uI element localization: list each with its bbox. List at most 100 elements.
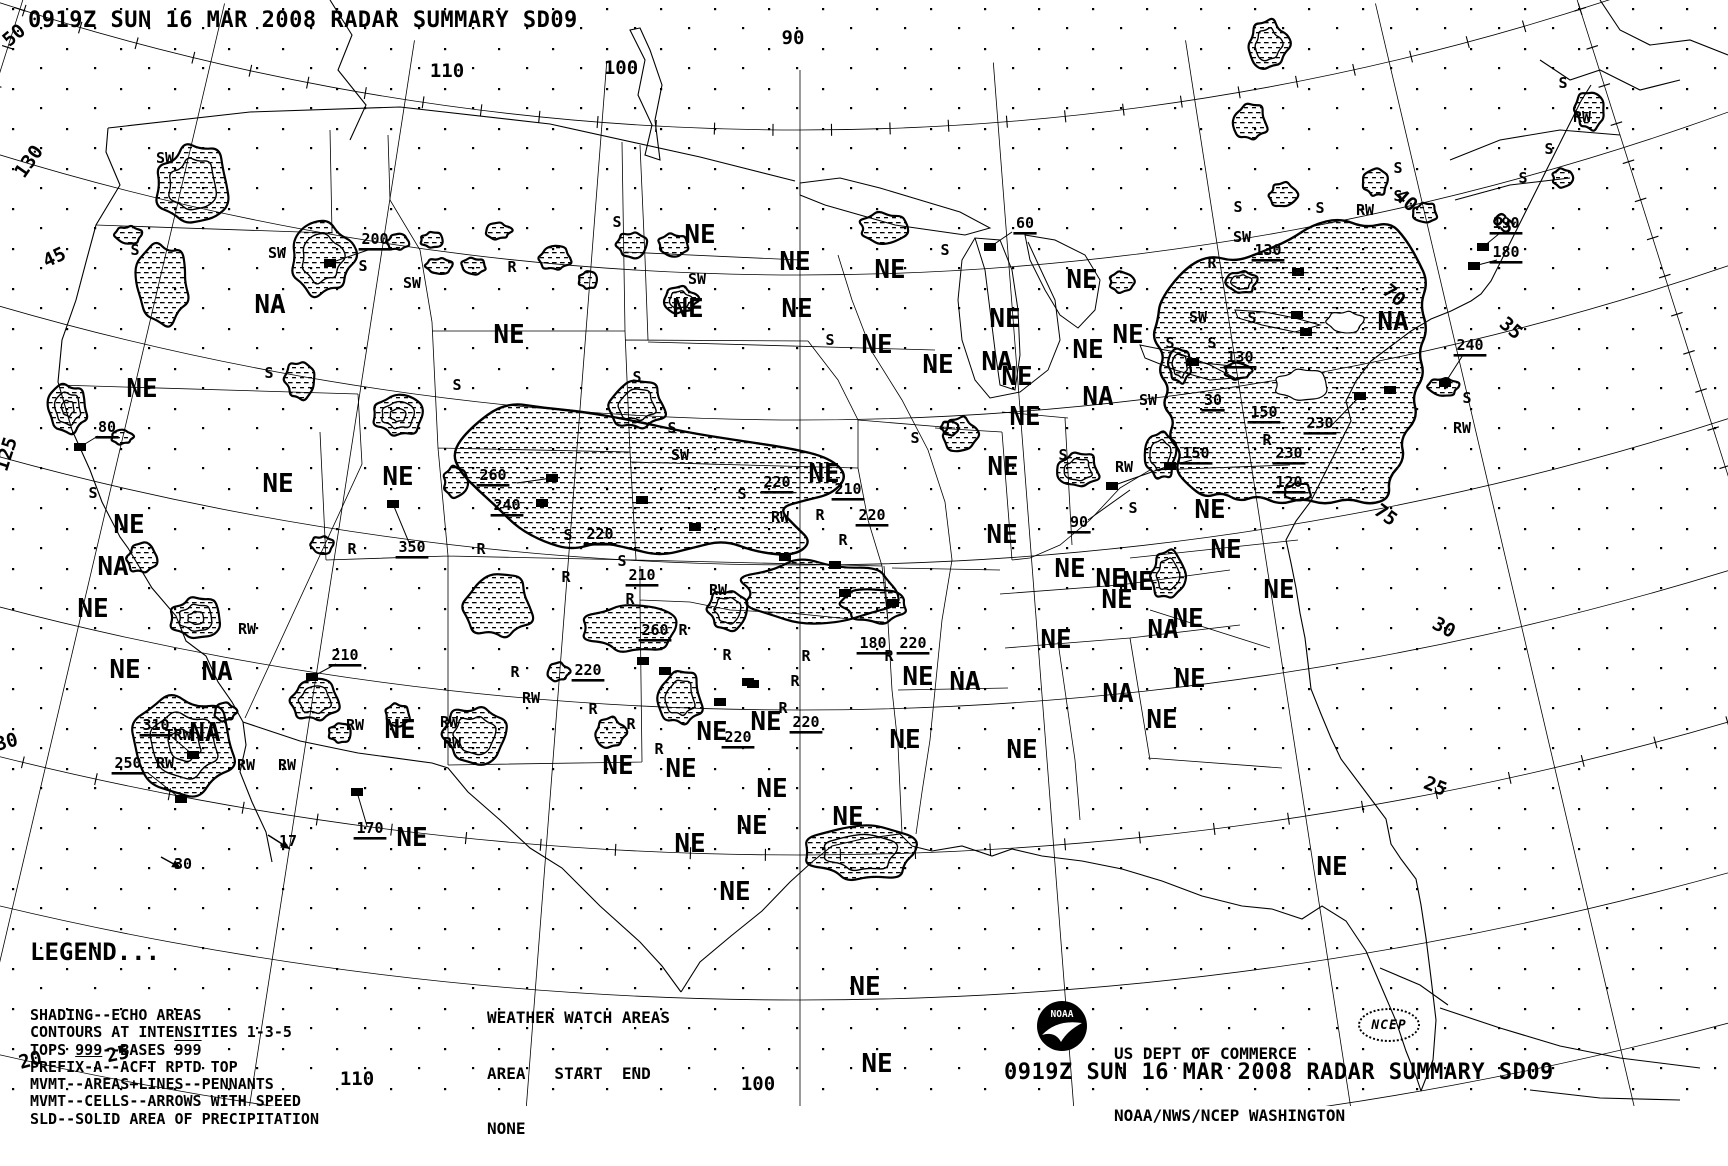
- precip-type-label: S: [88, 484, 97, 502]
- precip-type-label: RW: [771, 508, 790, 526]
- coverage-label: NE: [684, 220, 715, 250]
- precip-type-label: R: [625, 590, 635, 608]
- coverage-label: NE: [756, 774, 787, 804]
- sld-marker: [829, 561, 841, 569]
- precip-type-label: RW: [1115, 458, 1134, 476]
- graticule-tick: [948, 120, 949, 132]
- grid-coordinate-label: 110: [340, 1068, 374, 1090]
- precip-type-label: S: [1128, 499, 1137, 517]
- coverage-label: NE: [1054, 554, 1085, 584]
- watch-heading: WEATHER WATCH AREAS: [487, 1009, 670, 1027]
- sld-marker: [1164, 462, 1176, 470]
- tops-underline: [856, 524, 889, 527]
- sld-marker: [1468, 262, 1480, 270]
- tops-underline: [1201, 409, 1224, 412]
- coverage-label: NE: [1194, 495, 1225, 525]
- precip-type-label: R: [654, 740, 664, 758]
- precip-type-label: S: [1233, 198, 1242, 216]
- precip-type-label: S: [358, 257, 367, 275]
- precip-type-label: RW: [1573, 108, 1592, 126]
- precip-type-label: R: [588, 700, 598, 718]
- precip-type-label: 17: [279, 832, 297, 850]
- precip-type-label: R: [561, 568, 571, 586]
- tops-underline: [832, 498, 865, 501]
- sld-marker: [536, 499, 548, 507]
- precip-type-label: R: [347, 540, 357, 558]
- echo-tops-value: 220: [574, 661, 601, 679]
- echo-tops-value: 350: [398, 538, 425, 556]
- echo-area: [444, 466, 468, 498]
- coverage-label: NE: [493, 320, 524, 350]
- tops-underline: [790, 731, 823, 734]
- sld-marker: [187, 751, 199, 759]
- precip-type-label: RW: [443, 734, 462, 752]
- legend-line: MVMT--CELLS--ARROWS WITH SPEED: [30, 1093, 319, 1110]
- coverage-label: NE: [750, 707, 781, 737]
- echo-area: [1110, 271, 1135, 293]
- echo-tops-value: 180: [1492, 243, 1519, 261]
- coverage-label: NE: [849, 972, 880, 1002]
- echo-tops-value: 200: [361, 230, 388, 248]
- tops-underline: [626, 584, 659, 587]
- precip-type-label: R: [626, 715, 636, 733]
- echo-tops-value: 150: [1182, 444, 1209, 462]
- legend-line: SLD--SOLID AREA OF PRECIPITATION: [30, 1111, 319, 1128]
- sld-marker: [714, 698, 726, 706]
- coverage-label: NE: [77, 594, 108, 624]
- coverage-label: NA: [949, 667, 981, 697]
- precip-type-label: R: [1207, 254, 1217, 272]
- sld-marker: [659, 667, 671, 675]
- precip-type-label: 30: [174, 855, 192, 873]
- precip-type-label: RW: [1453, 419, 1472, 437]
- sld-marker: [1291, 311, 1303, 319]
- precip-type-label: S: [910, 429, 919, 447]
- precip-type-label: SW: [403, 274, 422, 292]
- grid-coordinate-label: 90: [782, 27, 805, 49]
- precip-type-label: S: [617, 552, 626, 570]
- precip-type-label: SW: [1233, 228, 1252, 246]
- coverage-label: NA: [1082, 382, 1114, 412]
- tops-underline: [1273, 491, 1306, 494]
- echo-tops-value: 30: [1204, 391, 1222, 409]
- precip-type-label: S: [1315, 199, 1324, 217]
- coverage-label: NE: [602, 751, 633, 781]
- sld-marker: [175, 795, 187, 803]
- precip-type-label: SW: [1139, 391, 1158, 409]
- noaa-nws-ncep-line: NOAA/NWS/NCEP WASHINGTON: [1114, 1104, 1345, 1128]
- coverage-label: NE: [719, 877, 750, 907]
- echo-area: [579, 271, 597, 289]
- precip-type-label: SW: [671, 446, 690, 464]
- coverage-label: NA: [201, 657, 233, 687]
- precip-type-label: S: [1462, 389, 1471, 407]
- precip-type-label: S: [1207, 334, 1216, 352]
- noaa-logo-text: NOAA: [1051, 1009, 1074, 1020]
- precip-type-label: S: [825, 331, 834, 349]
- precip-type-label: S: [1518, 169, 1527, 187]
- echo-tops-value: 220: [858, 506, 885, 524]
- precip-type-label: S: [1165, 334, 1174, 352]
- sld-marker: [306, 673, 318, 681]
- precip-type-label: R: [838, 531, 848, 549]
- coverage-label: NE: [672, 294, 703, 324]
- tops-underline: [1490, 261, 1523, 264]
- echo-tops-value: 130: [1226, 348, 1253, 366]
- sld-marker: [637, 657, 649, 665]
- coverage-label: NA: [1377, 307, 1409, 337]
- echo-tops-value: 120: [1275, 473, 1302, 491]
- tops-underline: [572, 679, 605, 682]
- precip-type-label: RW: [440, 713, 459, 731]
- precip-type-label: TRW: [164, 726, 192, 744]
- tops-underline: [1067, 531, 1090, 534]
- precip-type-label: R: [815, 506, 825, 524]
- coverage-label: NE: [1210, 535, 1241, 565]
- precip-type-label: S: [1558, 74, 1567, 92]
- precip-type-label: S: [452, 376, 461, 394]
- tops-underline: [329, 664, 362, 667]
- precip-type-label: R: [790, 672, 800, 690]
- coverage-label: NE: [1009, 402, 1040, 432]
- precip-type-label: S: [1058, 446, 1067, 464]
- coverage-label: NE: [987, 452, 1018, 482]
- echo-tops-value: 220: [899, 634, 926, 652]
- precip-type-label: R: [476, 540, 486, 558]
